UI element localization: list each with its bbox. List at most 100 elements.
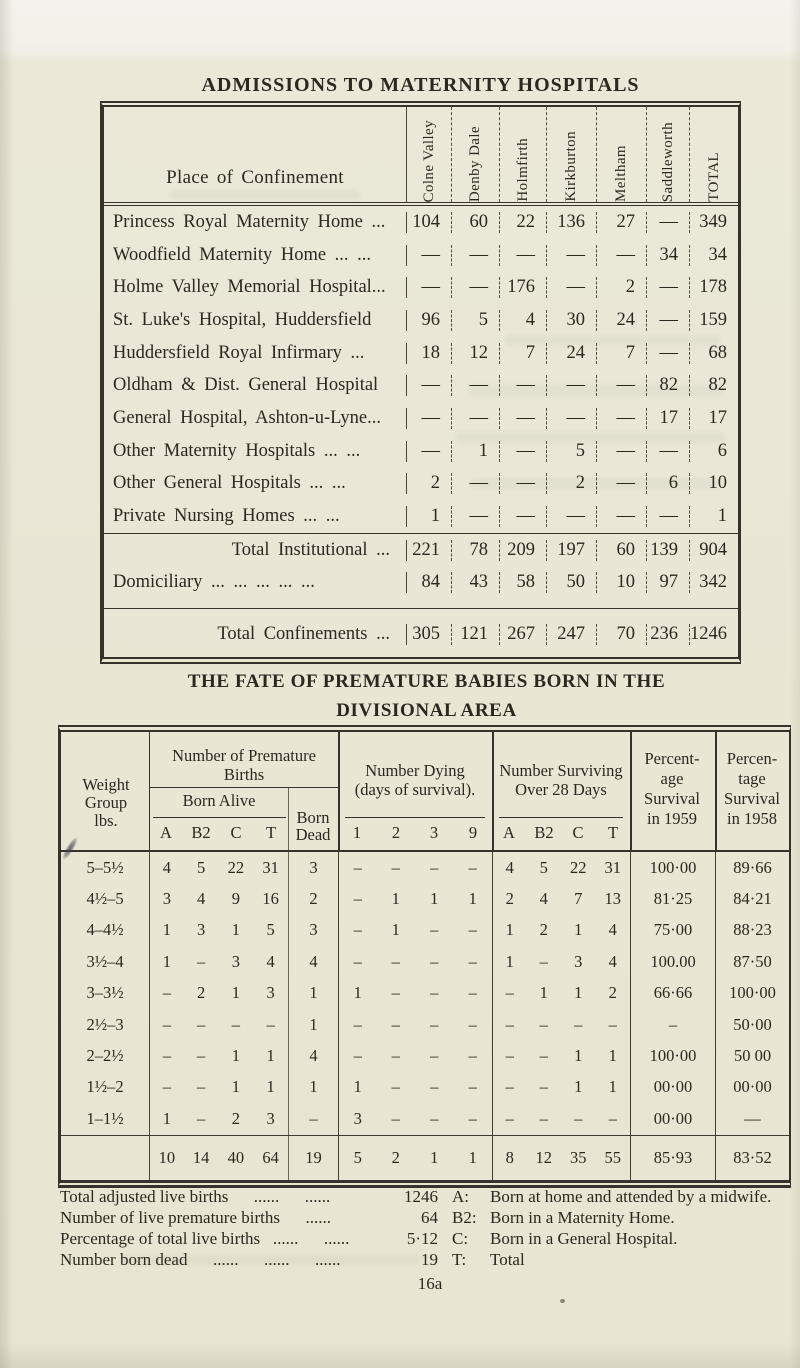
table-cell: 1 bbox=[266, 1046, 275, 1066]
table-cell: 5 bbox=[546, 440, 596, 462]
legend-key: T: bbox=[452, 1249, 467, 1269]
table-cell: 66·66 bbox=[630, 977, 715, 1009]
table-cell: 1 bbox=[406, 506, 451, 528]
table-cell: 178 bbox=[689, 277, 738, 299]
table-cell: 221 bbox=[406, 539, 451, 561]
table-cell: 342 bbox=[689, 572, 738, 594]
weight-group-label: 3½–4 bbox=[86, 951, 124, 971]
table-cell: 82 bbox=[689, 375, 738, 397]
table-cell: 10 bbox=[689, 473, 738, 495]
footnotes: Total adjusted live births ...... ......… bbox=[60, 1186, 792, 1270]
col-letter: B2 bbox=[191, 823, 211, 842]
col-letter: C bbox=[572, 823, 584, 842]
table-cell: 1 bbox=[574, 1077, 583, 1097]
table-cell: – bbox=[391, 1014, 400, 1034]
table-cell: 55 bbox=[604, 1147, 622, 1167]
table-cell: — bbox=[596, 375, 646, 397]
table-cell: – bbox=[468, 1108, 477, 1128]
table-cell: – bbox=[468, 857, 477, 877]
table-cell: – bbox=[338, 852, 377, 884]
table-cell: 4 bbox=[539, 889, 548, 909]
table-cell: – bbox=[338, 946, 377, 978]
table-cell: 2 bbox=[539, 920, 548, 940]
table-cell: — bbox=[499, 244, 546, 266]
page-number: 16a bbox=[417, 1274, 443, 1293]
legend-text: Total bbox=[490, 1249, 525, 1269]
table-cell: – bbox=[492, 1103, 527, 1135]
table-cell: 3 bbox=[197, 920, 206, 940]
table-cell: — bbox=[715, 1103, 789, 1135]
legend-key: C: bbox=[452, 1228, 469, 1248]
table-cell: 40 bbox=[227, 1147, 245, 1167]
footnote-label: Number born dead ...... ...... ...... bbox=[60, 1249, 341, 1269]
table-cell: 22 bbox=[227, 857, 245, 877]
table-cell: – bbox=[539, 1108, 548, 1128]
table-cell: 1 bbox=[492, 946, 527, 978]
table-cell: 236 bbox=[646, 623, 689, 645]
table-cell: 00·00 bbox=[630, 1071, 715, 1104]
table-cell: – bbox=[197, 1014, 206, 1034]
table-cell: 904 bbox=[689, 539, 738, 561]
table-cell: 30 bbox=[546, 309, 596, 331]
table-cell: – bbox=[391, 983, 400, 1003]
table-cell: – bbox=[197, 1046, 206, 1066]
row-label: St. Luke's Hospital, Huddersfield bbox=[113, 309, 372, 330]
column-header-holmfirth: Holmfirth bbox=[514, 138, 531, 202]
table-cell: 100·00 bbox=[715, 977, 789, 1009]
table-cell: – bbox=[468, 983, 477, 1003]
table-cell: 4 bbox=[197, 889, 206, 909]
table-cell: 1 bbox=[430, 889, 439, 909]
table-cell: 1 bbox=[539, 983, 548, 1003]
table-cell: – bbox=[197, 1108, 206, 1128]
header-rule bbox=[149, 732, 150, 850]
table-cell: – bbox=[430, 920, 439, 940]
footnote-value: 19 bbox=[421, 1249, 438, 1269]
table-cell: 89·66 bbox=[715, 852, 789, 884]
table-cell: 7 bbox=[574, 889, 583, 909]
row-label: Woodfield Maternity Home ... ... bbox=[113, 244, 372, 265]
table-cell: – bbox=[630, 1008, 715, 1041]
table-cell: – bbox=[338, 1008, 377, 1041]
table-cell: 3 bbox=[574, 951, 583, 971]
table-cell: 70 bbox=[596, 623, 646, 645]
table-cell: 35 bbox=[570, 1147, 587, 1167]
column-header-kirkburton: Kirkburton bbox=[563, 131, 579, 202]
table-cell: – bbox=[391, 857, 400, 877]
table-cell: 3 bbox=[288, 852, 338, 884]
table-cell: 00·00 bbox=[715, 1071, 789, 1104]
table-cell: 14 bbox=[192, 1147, 210, 1167]
table-cell: 1 bbox=[338, 1071, 377, 1104]
table-cell: 349 bbox=[689, 211, 738, 233]
table-cell: 5 bbox=[266, 920, 275, 940]
table-cell: — bbox=[406, 375, 451, 397]
dying-group-header: Number Dying (days of survival). bbox=[354, 761, 476, 799]
table-cell: 34 bbox=[689, 244, 738, 266]
table-cell: 4 bbox=[288, 946, 338, 978]
table-cell: – bbox=[430, 1077, 439, 1097]
table-cell: 197 bbox=[546, 539, 596, 561]
table-cell: 5 bbox=[338, 1135, 377, 1180]
table-cell: – bbox=[266, 1014, 275, 1034]
table-cell: — bbox=[646, 440, 689, 462]
table-cell: 00·00 bbox=[630, 1103, 715, 1135]
col-letter: C bbox=[230, 823, 242, 842]
weight-group-label: 2½–3 bbox=[86, 1014, 124, 1034]
table-cell: 1 bbox=[391, 920, 400, 940]
col-digit: 1 bbox=[352, 823, 362, 842]
footnote-row: Number born dead ...... ...... ...... 19 bbox=[60, 1249, 438, 1270]
table-cell: 85·93 bbox=[630, 1135, 715, 1180]
table-cell: — bbox=[596, 473, 646, 495]
table-cell: – bbox=[574, 1014, 583, 1034]
admissions-table: Place of Confinement Colne Valley Denby … bbox=[100, 101, 741, 665]
ghost-smudge bbox=[505, 335, 720, 346]
table-cell: — bbox=[596, 440, 646, 462]
premature-babies-table: Weight Group lbs. Number of Premature Bi… bbox=[58, 725, 791, 1188]
table-cell: 2 bbox=[608, 983, 617, 1003]
header-rule bbox=[715, 732, 717, 850]
table-row: 3½–4 1–3 4 4– – – –1–3 4 100.00 87·50 bbox=[61, 946, 789, 978]
table-cell: 17 bbox=[646, 407, 689, 429]
table-cell: – bbox=[430, 1046, 439, 1066]
table-cell: 2 bbox=[391, 1147, 400, 1167]
table-cell: 50 bbox=[546, 572, 596, 594]
